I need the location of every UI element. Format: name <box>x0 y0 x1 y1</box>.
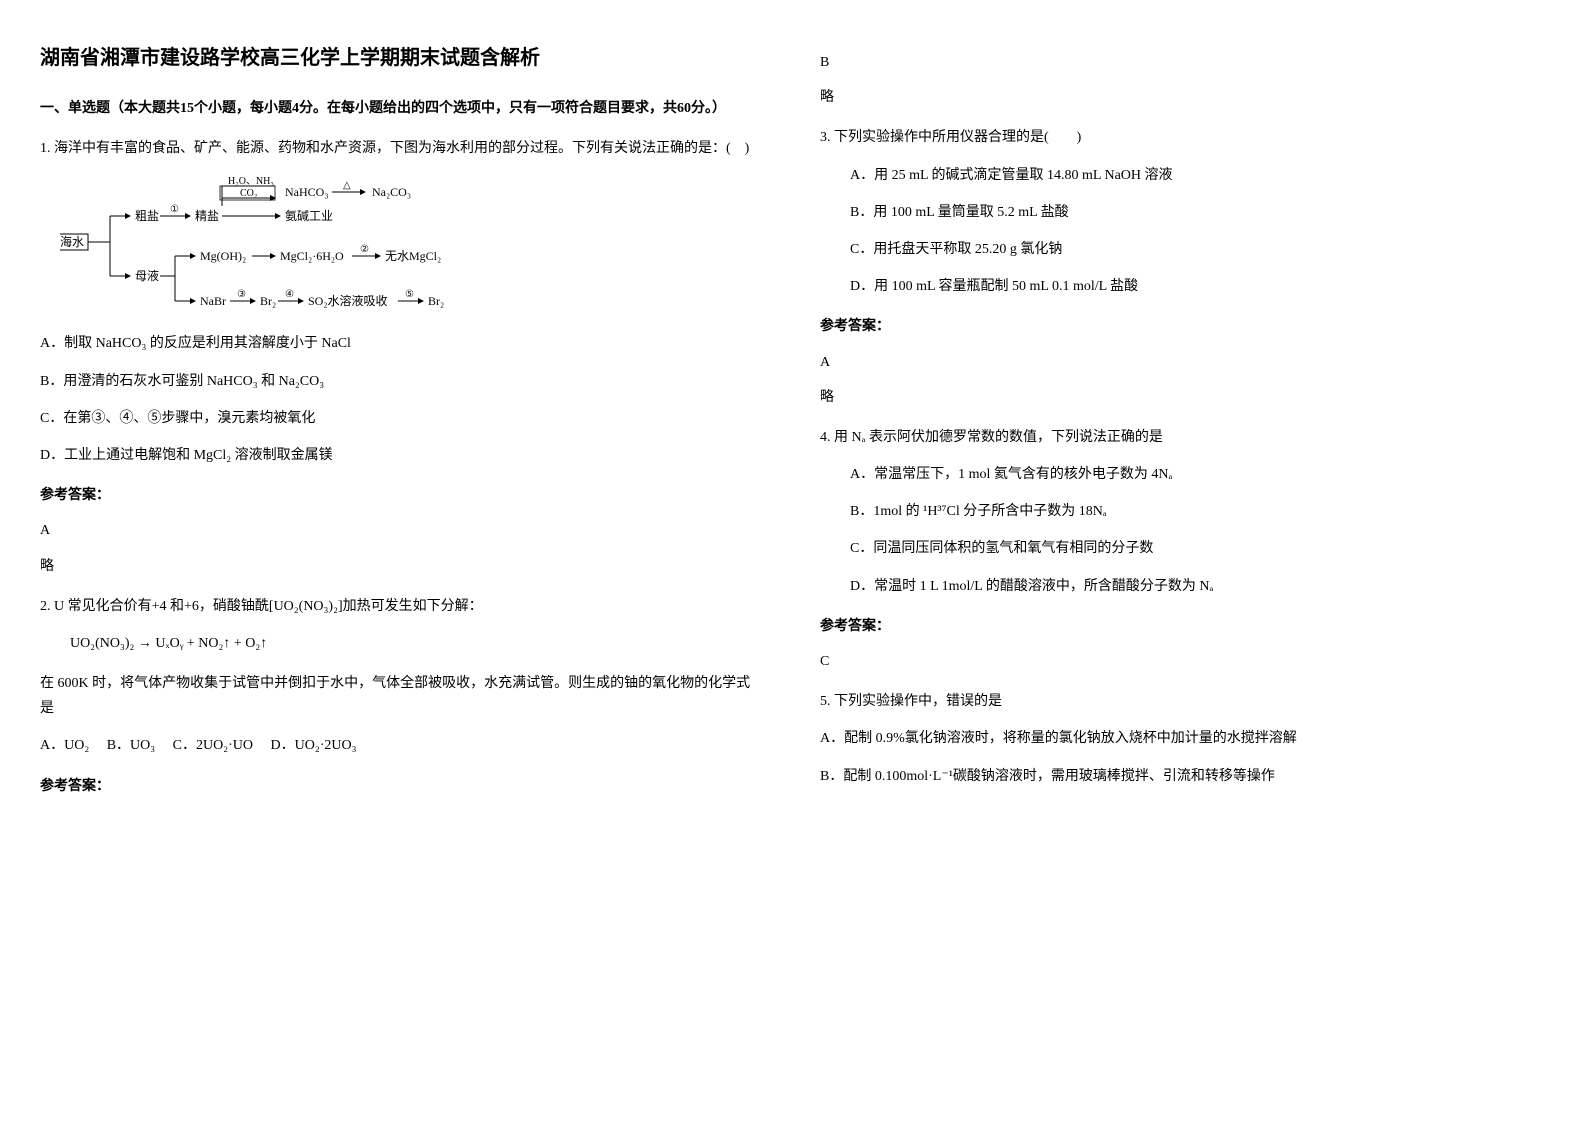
q2-stem2: 在 600K 时，将气体产物收集于试管中并倒扣于水中，气体全部被吸收，水充满试管… <box>40 671 760 721</box>
q1-answer: A <box>40 518 760 543</box>
step5: ⑤ <box>405 289 414 300</box>
q1-stem: 1. 海洋中有丰富的食品、矿产、能源、药物和水产资源，下图为海水利用的部分过程。… <box>40 136 760 161</box>
q1-optD: D．工业上通过电解饱和 MgCl₂ 溶液制取金属镁 <box>40 443 760 468</box>
q1-optC: C．在第③、④、⑤步骤中，溴元素均被氧化 <box>40 406 760 431</box>
mgoh2: Mg(OH)₂ <box>200 249 246 263</box>
br2-2: Br₂ <box>428 294 444 308</box>
q4-optB: B．1mol 的 ¹H³⁷Cl 分子所含中子数为 18Nₐ <box>850 499 1540 524</box>
q5-optB: B．配制 0.100mol·L⁻¹碳酸钠溶液时，需用玻璃棒搅拌、引流和转移等操作 <box>820 764 1540 789</box>
q2-optA: A．UO₂ <box>40 738 89 753</box>
q4-answer-label: 参考答案： <box>820 614 1540 639</box>
q4-optD: D．常温时 1 L 1mol/L 的醋酸溶液中，所含醋酸分子数为 Nₐ <box>850 574 1540 599</box>
q5-stem: 5. 下列实验操作中，错误的是 <box>820 689 1540 714</box>
q2-formula: UO₂(NO₃)₂ → UₓOᵧ + NO₂↑ + O₂↑ <box>70 631 760 656</box>
step4: ④ <box>285 289 294 300</box>
q4-optA: A．常温常压下，1 mol 氦气含有的核外电子数为 4Nₐ <box>850 462 1540 487</box>
svg-text:海水: 海水 <box>60 234 84 249</box>
q4-optC: C．同温同压同体积的氢气和氧气有相同的分子数 <box>850 536 1540 561</box>
q2-optB: B．UO₃ <box>107 738 155 753</box>
reagent2: CO₂ <box>240 188 257 199</box>
q2-optC: C．2UO₂·UO <box>173 738 253 753</box>
step1: ① <box>170 204 179 215</box>
mother-liquor: 母液 <box>135 268 159 283</box>
reagent1: H₂O、NH₃ <box>228 176 274 187</box>
q3-note: 略 <box>820 385 1540 410</box>
seawater-box: 海水 <box>60 234 84 249</box>
delta: △ <box>343 180 351 191</box>
section-header: 一、单选题（本大题共15个小题，每小题4分。在每小题给出的四个选项中，只有一项符… <box>40 96 760 121</box>
q4-answer: C <box>820 649 1540 674</box>
step3: ③ <box>237 289 246 300</box>
refined-salt: 精盐 <box>195 209 219 223</box>
anhydrous-mgcl2: 无水MgCl₂ <box>385 249 441 263</box>
nabr: NaBr <box>200 294 226 308</box>
crude-salt: 粗盐 <box>135 209 159 223</box>
q3-stem: 3. 下列实验操作中所用仪器合理的是( ) <box>820 125 1540 150</box>
q3-optC: C．用托盘天平称取 25.20 g 氯化钠 <box>850 237 1540 262</box>
flowchart-svg: 海水 粗盐 ① 精盐 氨碱工业 H₂O、NH₃ CO₂ NaHCO₃ <box>60 176 480 316</box>
nahco3: NaHCO₃ <box>285 185 329 199</box>
q3-optA: A．用 25 mL 的碱式滴定管量取 14.80 mL NaOH 溶液 <box>850 163 1540 188</box>
step2: ② <box>360 244 369 255</box>
na2co3: Na₂CO₃ <box>372 185 411 199</box>
q1-answer-label: 参考答案： <box>40 483 760 508</box>
alkali-industry: 氨碱工业 <box>285 209 333 223</box>
q1-diagram: 海水 粗盐 ① 精盐 氨碱工业 H₂O、NH₃ CO₂ NaHCO₃ <box>60 176 760 316</box>
q3-optB: B．用 100 mL 量筒量取 5.2 mL 盐酸 <box>850 200 1540 225</box>
q2-answer: B <box>820 50 1540 75</box>
q1-note: 略 <box>40 554 760 579</box>
mgcl2-6h2o: MgCl₂·6H₂O <box>280 249 344 263</box>
q1-optA: A．制取 NaHCO₃ 的反应是利用其溶解度小于 NaCl <box>40 331 760 356</box>
q2-stem: 2. U 常见化合价有+4 和+6，硝酸铀酰[UO₂(NO₃)₂]加热可发生如下… <box>40 594 760 619</box>
q1-optB: B．用澄清的石灰水可鉴别 NaHCO₃ 和 Na₂CO₃ <box>40 369 760 394</box>
q3-answer-label: 参考答案： <box>820 314 1540 339</box>
page-title: 湖南省湘潭市建设路学校高三化学上学期期末试题含解析 <box>40 40 760 76</box>
q3-optD: D．用 100 mL 容量瓶配制 50 mL 0.1 mol/L 盐酸 <box>850 274 1540 299</box>
q4-stem: 4. 用 Nₐ 表示阿伏加德罗常数的数值，下列说法正确的是 <box>820 425 1540 450</box>
q2-options: A．UO₂ B．UO₃ C．2UO₂·UO D．UO₂·2UO₃ <box>40 733 760 758</box>
q2-note: 略 <box>820 85 1540 110</box>
br2-1: Br₂ <box>260 294 276 308</box>
q3-answer: A <box>820 350 1540 375</box>
q2-optD: D．UO₂·2UO₃ <box>271 738 357 753</box>
so2-solution: SO₂水溶液吸收 <box>308 293 388 308</box>
q2-answer-label: 参考答案： <box>40 774 760 799</box>
q5-optA: A．配制 0.9%氯化钠溶液时，将称量的氯化钠放入烧杯中加计量的水搅拌溶解 <box>820 726 1540 751</box>
